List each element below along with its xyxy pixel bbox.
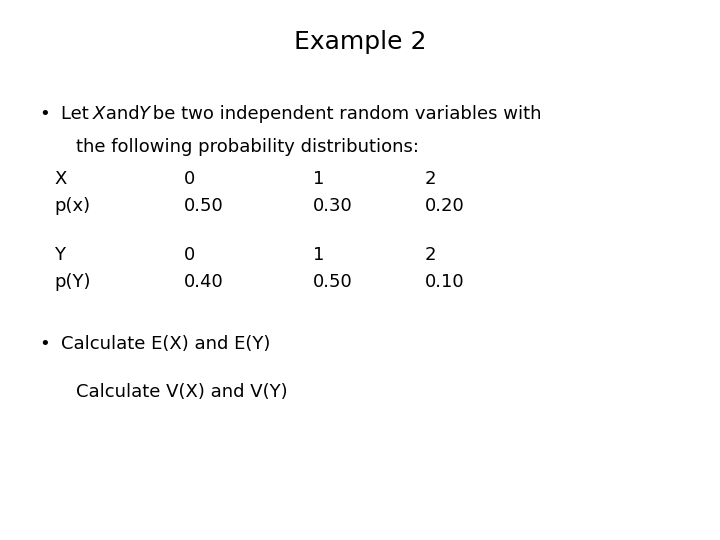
Text: Calculate E(X) and E(Y): Calculate E(X) and E(Y): [61, 335, 271, 353]
Text: 0: 0: [184, 246, 195, 264]
Text: and: and: [100, 105, 145, 123]
Text: •: •: [40, 335, 50, 353]
Text: Y: Y: [54, 246, 65, 264]
Text: be two independent random variables with: be two independent random variables with: [147, 105, 541, 123]
Text: p(Y): p(Y): [54, 273, 91, 291]
Text: Y: Y: [139, 105, 150, 123]
Text: •: •: [40, 105, 50, 123]
Text: 2: 2: [425, 170, 436, 188]
Text: X: X: [54, 170, 66, 188]
Text: Calculate V(X) and V(Y): Calculate V(X) and V(Y): [76, 383, 287, 401]
Text: 0.30: 0.30: [313, 197, 353, 215]
Text: the following probability distributions:: the following probability distributions:: [76, 138, 418, 156]
Text: 2: 2: [425, 246, 436, 264]
Text: p(x): p(x): [54, 197, 90, 215]
Text: 0.50: 0.50: [313, 273, 353, 291]
Text: 1: 1: [313, 170, 325, 188]
Text: 0.20: 0.20: [425, 197, 464, 215]
Text: 0.10: 0.10: [425, 273, 464, 291]
Text: 0: 0: [184, 170, 195, 188]
Text: X: X: [92, 105, 105, 123]
Text: Example 2: Example 2: [294, 30, 426, 53]
Text: Let: Let: [61, 105, 95, 123]
Text: 1: 1: [313, 246, 325, 264]
Text: 0.50: 0.50: [184, 197, 223, 215]
Text: 0.40: 0.40: [184, 273, 223, 291]
